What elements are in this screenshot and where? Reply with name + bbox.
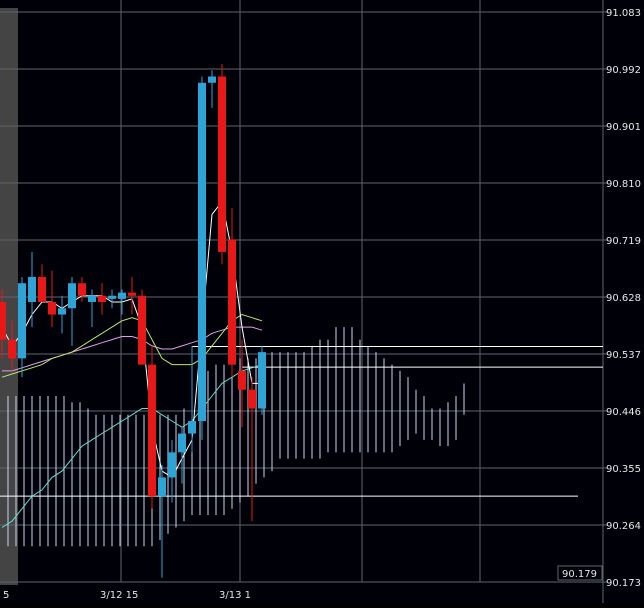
candles [0,63,266,578]
y-tick-label: 90.992 [606,65,641,76]
candle-body-down [38,276,46,303]
x-tick-label: 3/13 1 [219,590,251,601]
x-tick-label: 5 [3,590,9,601]
candle-body-up [178,433,186,453]
candle-body-up [28,276,36,303]
candle-body-down [0,302,6,340]
candle-body-up [88,295,96,303]
y-tick-label: 91.083 [606,8,641,19]
candle-body-up [258,352,266,409]
candle-body-up [198,82,206,422]
grid-lines [0,0,604,603]
ma-line-green [1,313,263,378]
ma-line-pink [2,326,263,372]
current-price-box-frame [557,565,603,581]
candle-body-down [78,283,86,296]
candle-body-down [238,370,246,390]
candle-body-down [248,389,256,409]
candle-body-up [118,292,126,299]
y-tick-label: 90.355 [606,464,641,475]
y-tick-label: 90.719 [606,236,641,247]
ma-line-cyan [1,364,263,528]
candle-body-up [208,76,216,83]
cloud-span [7,327,465,547]
y-tick-label: 90.264 [606,521,641,532]
candle-body-up [18,283,26,359]
y-tick-label: 90.537 [606,350,641,361]
candle-body-down [228,239,236,365]
candle-body-up [58,308,66,315]
candle-body-down [128,292,136,296]
candle-body-up [68,283,76,309]
candle-body-down [148,364,156,497]
candle-body-down [138,295,146,365]
candle-body-down [218,76,226,252]
y-tick-label: 90.446 [606,407,641,418]
y-tick-label: 90.810 [606,179,641,190]
y-tick-label: 90.628 [606,293,641,304]
x-axis: 5 3/12 15 3/13 1 [3,590,251,601]
y-tick-label: 90.173 [606,578,641,589]
candle-body-up [188,421,196,434]
candle-body-down [48,302,56,315]
y-axis: 91.083 90.992 90.901 90.810 90.719 90.628 90.5… [603,8,641,589]
x-tick-label: 3/12 15 [100,590,138,601]
horizontal-lines [0,345,603,497]
current-price-label: 90.179 [562,569,597,580]
y-tick-label: 90.901 [606,122,641,133]
candle-body-up [108,295,116,299]
candle-body-down [98,295,106,303]
candle-body-down [8,339,16,359]
candle-body-up [168,452,176,478]
candle-body-up [158,477,166,497]
current-price-box: 90.179 [557,565,603,581]
